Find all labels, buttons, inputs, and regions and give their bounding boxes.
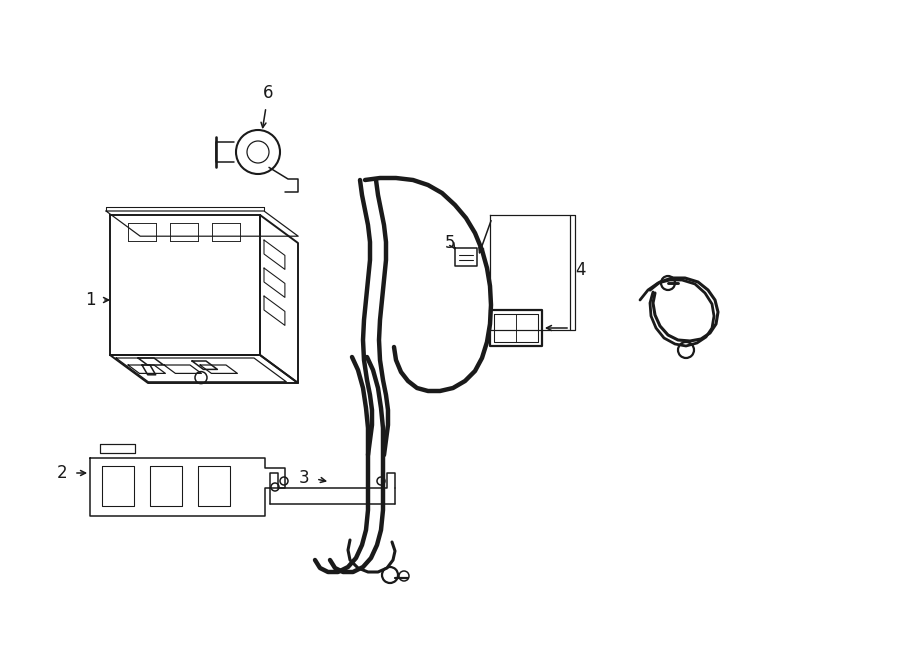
Text: 3: 3 xyxy=(299,469,310,487)
Text: 1: 1 xyxy=(85,291,95,309)
Text: 2: 2 xyxy=(57,464,68,482)
Text: 5: 5 xyxy=(445,234,455,252)
Text: 6: 6 xyxy=(263,84,274,102)
Text: 4: 4 xyxy=(575,261,585,279)
